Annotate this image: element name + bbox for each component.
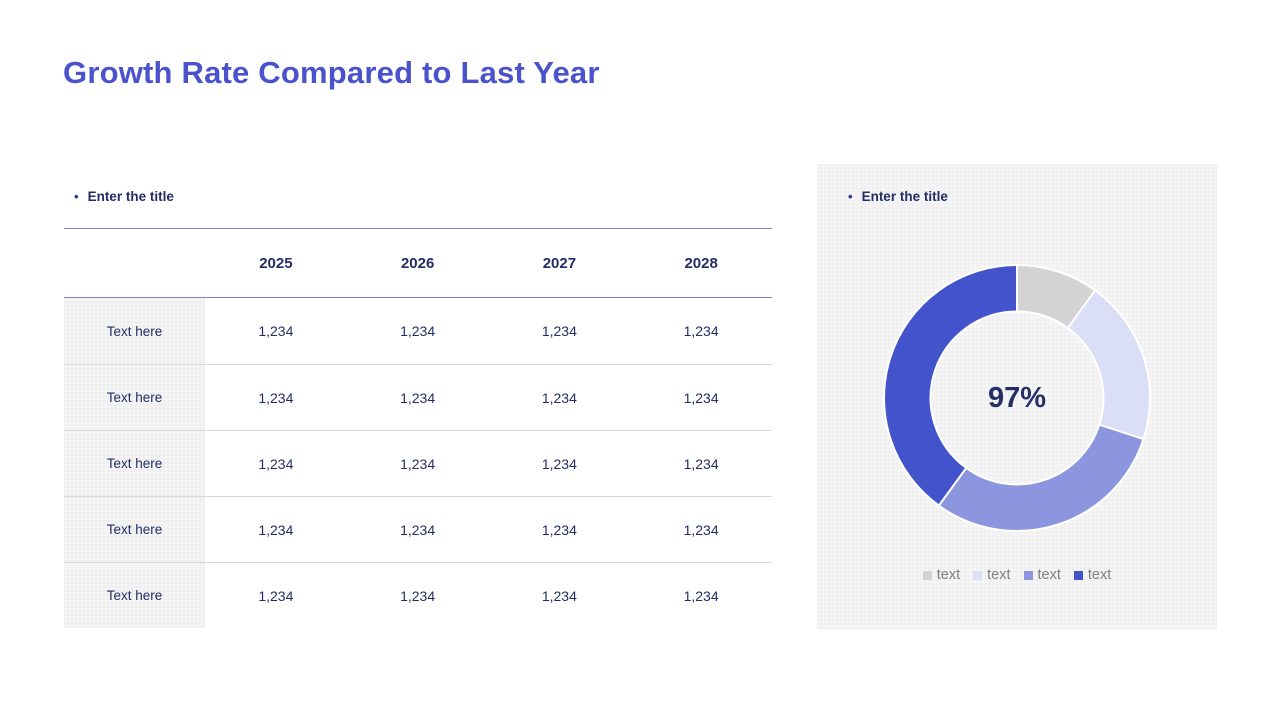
table-cell: 1,234 xyxy=(400,587,436,604)
bullet-icon: • xyxy=(848,189,853,204)
table-row: Text here 1,234 1,234 1,234 1,234 xyxy=(64,298,772,364)
legend-marker-icon xyxy=(1073,570,1083,580)
table-row-label: Text here xyxy=(64,431,205,496)
legend-item: text xyxy=(1023,567,1061,583)
table-header-row: 2025 2026 2027 2028 xyxy=(64,229,772,297)
legend-item: text xyxy=(922,567,961,583)
table-column-header: 2027 xyxy=(542,254,577,272)
legend-item: text xyxy=(1073,567,1112,583)
table-cell: 1,234 xyxy=(400,455,436,472)
table-row-label: Text here xyxy=(64,365,205,430)
table-cell: 1,234 xyxy=(258,521,294,538)
table-cell: 1,234 xyxy=(258,389,294,406)
donut-chart-svg xyxy=(883,264,1151,532)
table-cell: 1,234 xyxy=(683,587,719,604)
table-cell: 1,234 xyxy=(258,323,294,339)
table-column-header: 2025 xyxy=(259,254,293,272)
legend-marker-icon xyxy=(922,570,932,580)
table-cell: 1,234 xyxy=(683,389,719,406)
table-cell: 1,234 xyxy=(541,455,577,472)
table-cell: 1,234 xyxy=(400,323,436,339)
table-column-header: 2026 xyxy=(400,254,435,272)
table-section-title: • Enter the title xyxy=(74,189,174,204)
table-cell: 1,234 xyxy=(400,389,436,406)
bullet-icon: • xyxy=(74,189,79,204)
table-row: Text here 1,234 1,234 1,234 1,234 xyxy=(64,562,772,628)
legend-marker-icon xyxy=(973,570,983,580)
table-row: Text here 1,234 1,234 1,234 1,234 xyxy=(64,364,772,430)
data-table: 2025 2026 2027 2028 Text here 1,234 1,234 1… xyxy=(64,228,772,628)
table-top-rule xyxy=(64,228,772,229)
table-cell: 1,234 xyxy=(541,389,577,406)
legend-item: text xyxy=(973,567,1011,583)
table-cell: 1,234 xyxy=(683,455,719,472)
chart-legend: text text text text xyxy=(817,567,1217,583)
legend-marker-icon xyxy=(1023,570,1033,580)
table-cell: 1,234 xyxy=(258,455,294,472)
table-body: Text here 1,234 1,234 1,234 1,234 Text here 1,… xyxy=(64,298,772,628)
chart-panel: • Enter the title 97% text text text text xyxy=(817,164,1217,630)
donut-segment xyxy=(937,423,1145,532)
legend-label: text xyxy=(1037,567,1061,583)
table-section-title-text: Enter the title xyxy=(87,189,174,204)
table-row-label: Text here xyxy=(64,563,205,628)
table-cell: 1,234 xyxy=(541,323,577,339)
donut-segment xyxy=(1066,289,1151,441)
table-cell: 1,234 xyxy=(541,587,577,604)
page-title: Growth Rate Compared to Last Year xyxy=(63,55,600,90)
table-row-label: Text here xyxy=(64,298,205,364)
table-row-label: Text here xyxy=(64,497,205,562)
table-cell: 1,234 xyxy=(683,323,719,339)
legend-label: text xyxy=(1087,567,1112,583)
table-row: Text here 1,234 1,234 1,234 1,234 xyxy=(64,496,772,562)
table-column-header: 2028 xyxy=(684,254,718,272)
table-row: Text here 1,234 1,234 1,234 1,234 xyxy=(64,430,772,496)
table-cell: 1,234 xyxy=(258,587,294,604)
donut-chart: 97% xyxy=(877,258,1157,538)
legend-label: text xyxy=(936,567,961,583)
table-cell: 1,234 xyxy=(683,521,719,538)
table-cell: 1,234 xyxy=(400,521,436,538)
legend-label: text xyxy=(987,567,1011,583)
donut-segment xyxy=(883,264,1018,507)
table-header-rule xyxy=(64,297,772,298)
table-cell: 1,234 xyxy=(541,521,577,538)
chart-section-title-text: Enter the title xyxy=(861,189,948,204)
chart-section-title: • Enter the title xyxy=(848,189,948,204)
